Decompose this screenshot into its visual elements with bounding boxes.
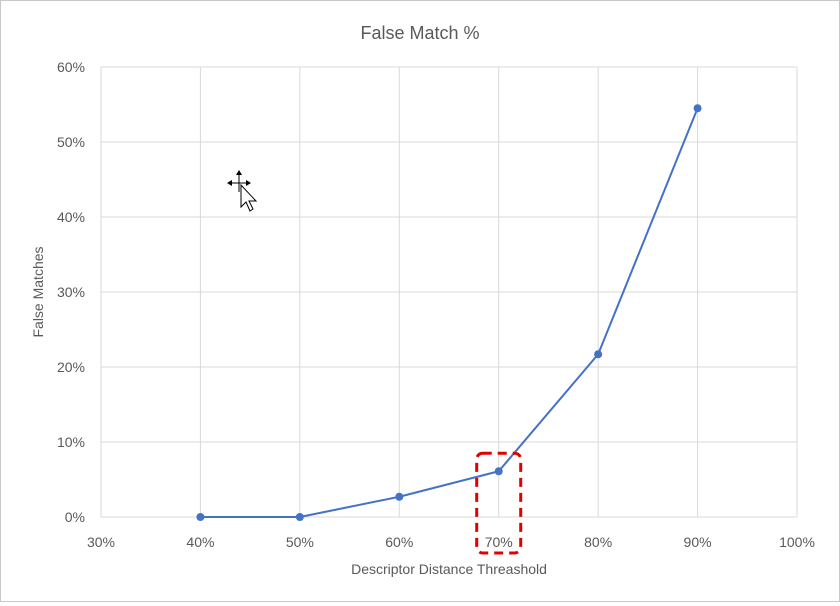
x-axis-title: Descriptor Distance Threashold [351, 561, 547, 577]
data-point [594, 350, 603, 359]
chart-title: False Match % [360, 23, 479, 43]
y-tick-label: 40% [57, 209, 85, 225]
x-tick-labels: 30% 40% 50% 60% 70% 80% 90% 100% [87, 534, 815, 550]
y-tick-label: 0% [65, 509, 85, 525]
y-tick-label: 60% [57, 59, 85, 75]
x-tick-label: 60% [385, 534, 413, 550]
data-point [693, 104, 702, 113]
data-point [196, 513, 205, 521]
data-point [295, 513, 304, 521]
y-axis-title: False Matches [30, 246, 46, 337]
data-point [494, 467, 503, 476]
x-tick-label: 80% [584, 534, 612, 550]
y-tick-label: 30% [57, 284, 85, 300]
x-tick-label: 100% [779, 534, 815, 550]
series-line [200, 107, 699, 518]
series-group [196, 104, 702, 521]
x-tick-label: 50% [286, 534, 314, 550]
data-point [395, 492, 404, 501]
highlight-group [475, 451, 523, 555]
highlight-box [475, 451, 523, 555]
x-tick-label: 90% [684, 534, 712, 550]
x-tick-label: 40% [186, 534, 214, 550]
gridlines [100, 66, 798, 518]
move-cursor-icon [227, 170, 258, 212]
x-tick-label: 30% [87, 534, 115, 550]
y-tick-label: 10% [57, 434, 85, 450]
x-tick-label: 70% [485, 534, 513, 550]
y-tick-label: 20% [57, 359, 85, 375]
y-tick-label: 50% [57, 134, 85, 150]
y-tick-labels: 0% 10% 20% 30% 40% 50% 60% [57, 59, 85, 525]
